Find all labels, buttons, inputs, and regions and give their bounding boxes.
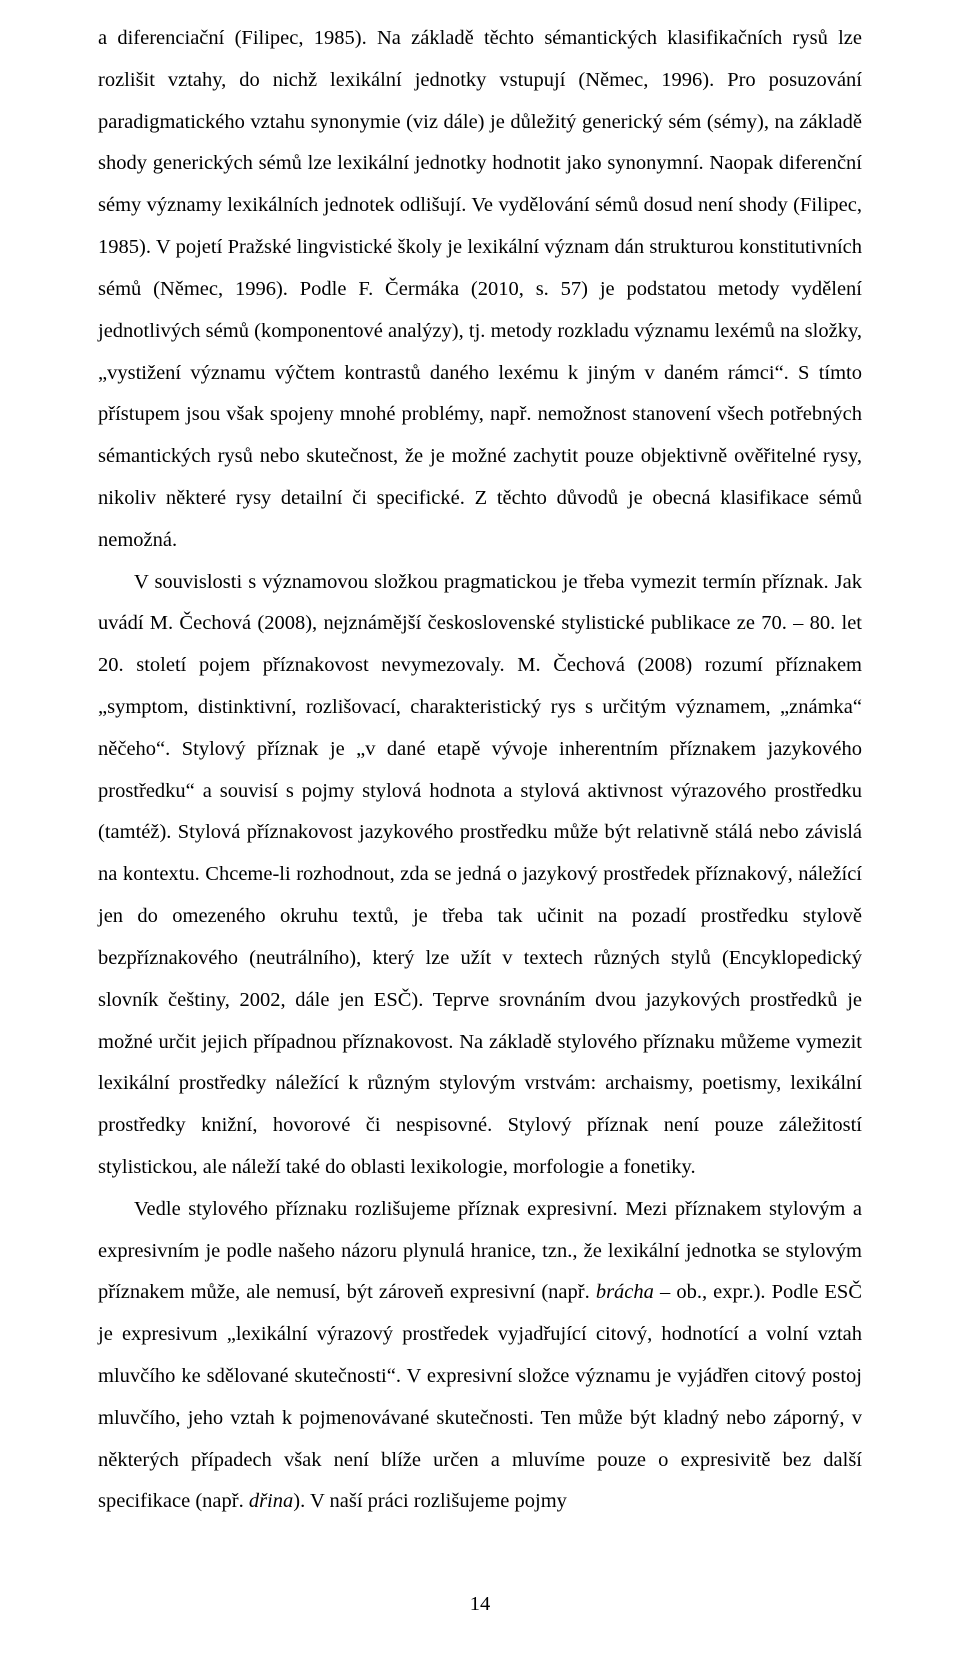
paragraph-2-text: V souvislosti s významovou složkou pragm… [98, 571, 862, 1178]
paragraph-3-italic2: dřina [249, 1490, 293, 1512]
paragraph-3-part2: – ob., expr.). Podle ESČ je expresivum „… [98, 1281, 862, 1512]
page-number: 14 [0, 1593, 960, 1616]
paragraph-3-part3: ). V naší práci rozlišujeme pojmy [293, 1490, 567, 1512]
paragraph-3: Vedle stylového příznaku rozlišujeme pří… [98, 1189, 862, 1524]
paragraph-1: a diferenciační (Filipec, 1985). Na zákl… [98, 18, 862, 562]
paragraph-3-italic1: brácha [596, 1281, 654, 1303]
paragraph-1-text: a diferenciační (Filipec, 1985). Na zákl… [98, 27, 862, 551]
paragraph-2: V souvislosti s významovou složkou pragm… [98, 562, 862, 1189]
document-page: a diferenciační (Filipec, 1985). Na zákl… [0, 0, 960, 1676]
